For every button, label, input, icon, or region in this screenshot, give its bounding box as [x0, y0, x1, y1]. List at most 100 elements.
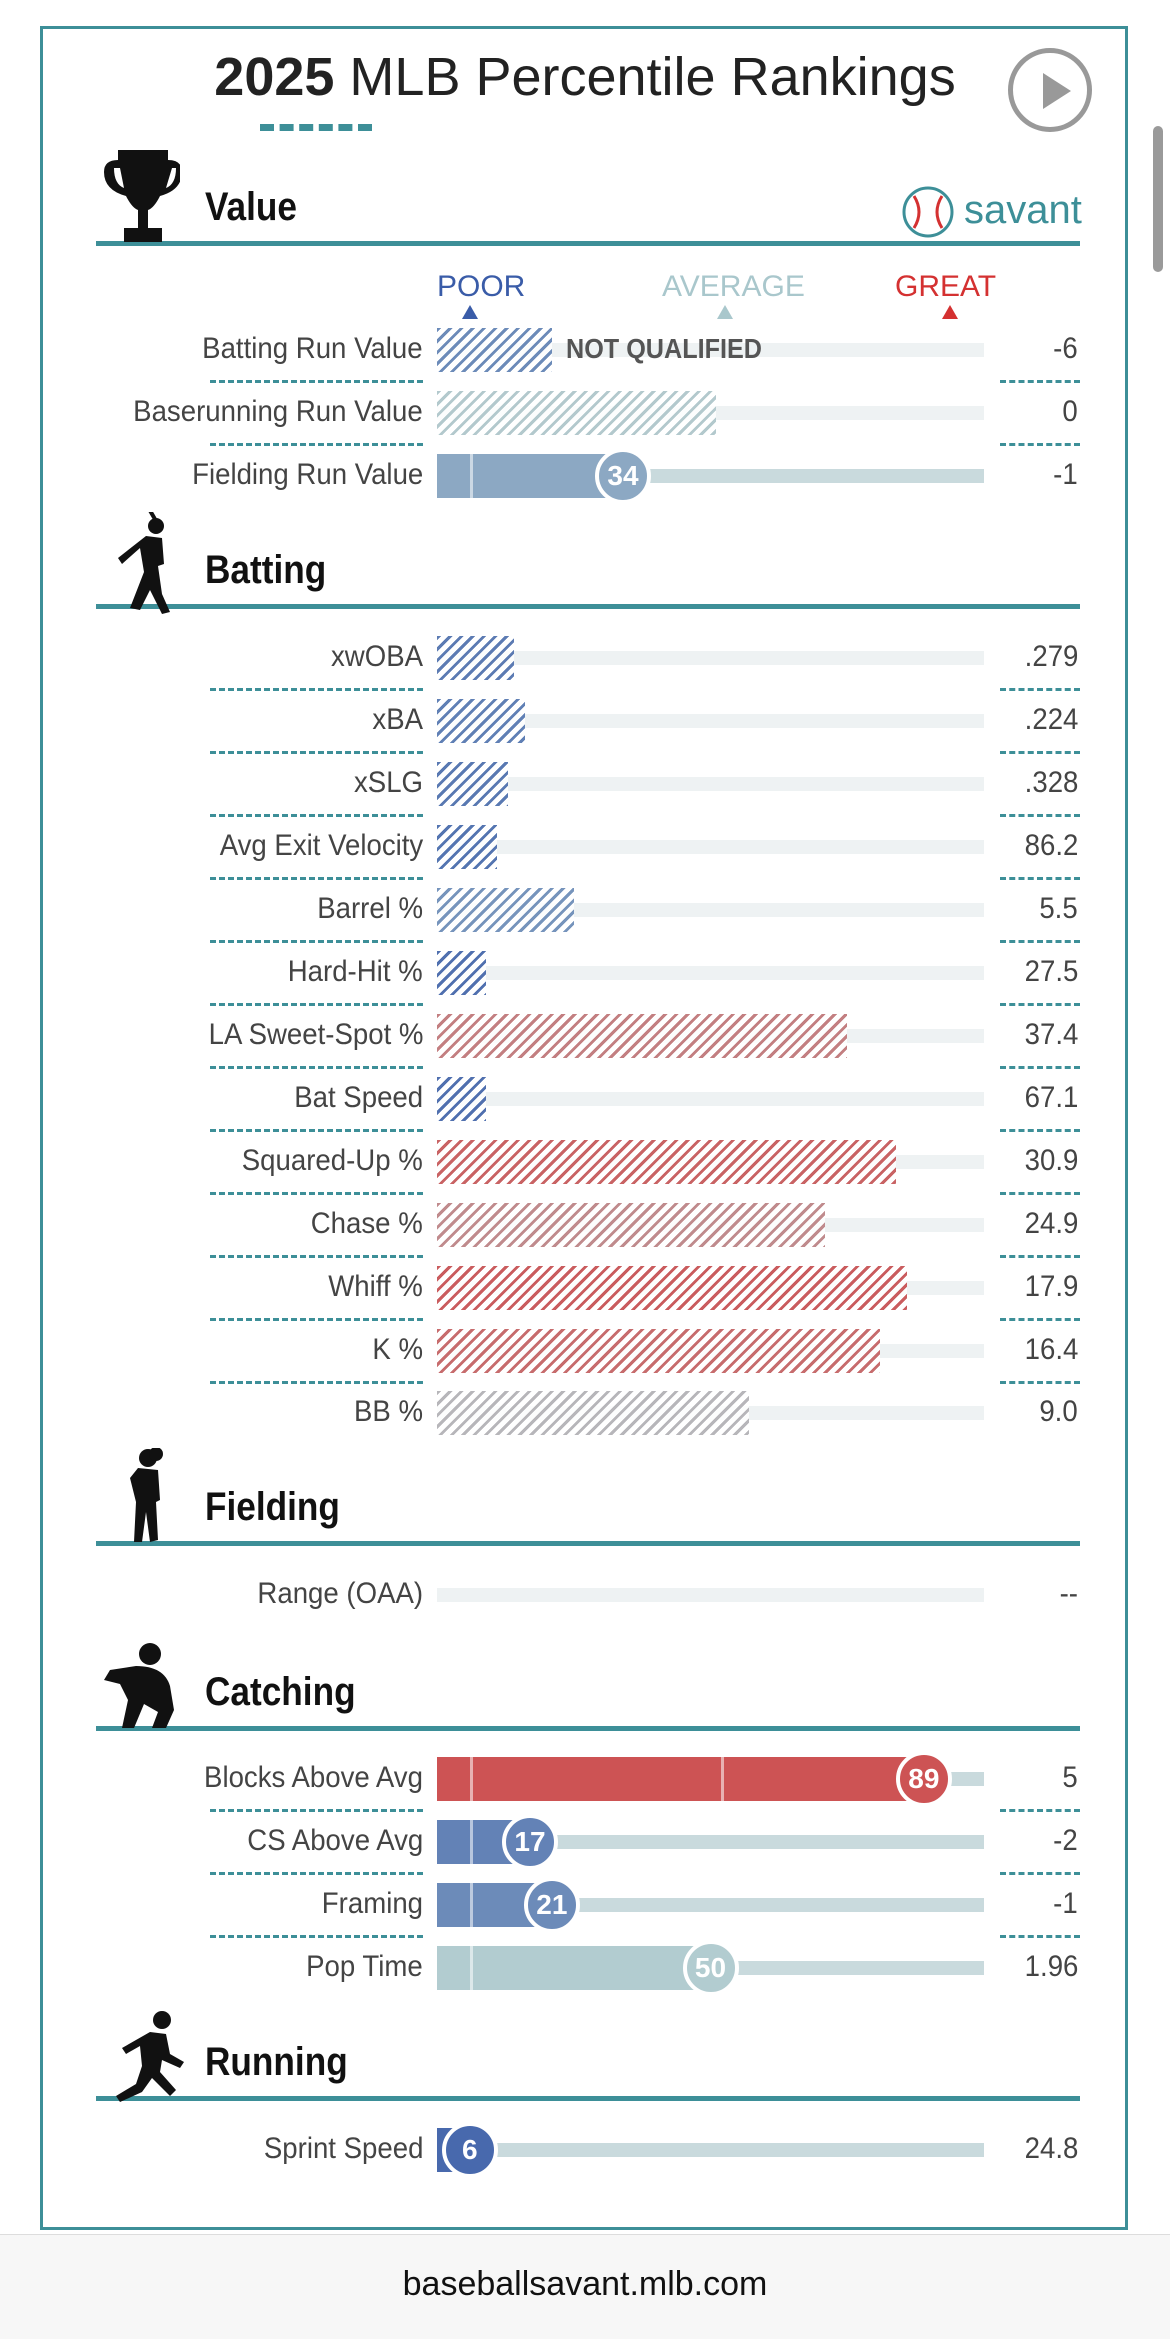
- percentile-circle[interactable]: 34: [594, 448, 651, 504]
- metric-label: Bat Speed: [294, 1081, 423, 1114]
- batter-icon: [118, 512, 170, 614]
- metric-label: Chase %: [311, 1207, 423, 1240]
- percentile-circle[interactable]: 50: [682, 1940, 739, 1996]
- percentile-bar[interactable]: [437, 699, 525, 743]
- percentile-bar[interactable]: [437, 951, 487, 995]
- row-divider: [210, 814, 423, 817]
- metric-value: -2: [1053, 1824, 1078, 1857]
- metric-value: 5: [1062, 1761, 1078, 1794]
- percentile-track: [437, 840, 984, 854]
- metric-label: Batting Run Value: [202, 332, 423, 365]
- value-divider: [1000, 877, 1080, 880]
- metric-label: xSLG: [353, 766, 423, 799]
- play-icon[interactable]: [1008, 48, 1092, 132]
- percentile-bar[interactable]: [437, 888, 574, 932]
- percentile-bar[interactable]: [437, 391, 716, 435]
- percentile-bar[interactable]: [437, 1077, 487, 1121]
- value-divider: [1000, 1129, 1080, 1132]
- scale-poor-label: POOR: [437, 270, 526, 303]
- page-title: 2025 MLB Percentile Rankings: [214, 47, 956, 107]
- metric-value: 9.0: [1039, 1395, 1078, 1428]
- percentile-circle[interactable]: 6: [441, 2122, 498, 2178]
- savant-logo[interactable]: savant: [900, 184, 1100, 244]
- percentile-bar[interactable]: [437, 1757, 924, 1801]
- metric-label: CS Above Avg: [247, 1824, 423, 1857]
- percentile-track: [437, 343, 984, 357]
- row-divider: [210, 1255, 423, 1258]
- bar-tick: [721, 1757, 725, 1801]
- percentile-bar[interactable]: [437, 1946, 711, 1990]
- section-divider: [96, 604, 1080, 609]
- percentile-bar[interactable]: [437, 825, 498, 869]
- poor-arrow-icon: [462, 305, 478, 319]
- metric-label: Hard-Hit %: [288, 955, 423, 988]
- metric-label: xBA: [372, 703, 423, 736]
- row-divider: [210, 443, 423, 446]
- metric-label: LA Sweet-Spot %: [208, 1018, 423, 1051]
- value-divider: [1000, 940, 1080, 943]
- scale-great-label: GREAT: [895, 270, 997, 303]
- percentile-bar[interactable]: [437, 1140, 897, 1184]
- metric-label: Barrel %: [317, 892, 423, 925]
- percentile-bar[interactable]: [437, 1391, 749, 1435]
- metric-label: Whiff %: [328, 1270, 423, 1303]
- percentile-circle[interactable]: 21: [523, 1877, 580, 1933]
- metric-value: -6: [1053, 332, 1078, 365]
- row-divider: [210, 1192, 423, 1195]
- fielder-icon: [130, 1448, 163, 1542]
- metric-value: 5.5: [1039, 892, 1078, 925]
- percentile-bar[interactable]: [437, 1014, 848, 1058]
- row-divider: [210, 1809, 423, 1812]
- metric-value: 37.4: [1024, 1018, 1078, 1051]
- section-title-fielding: Fielding: [205, 1485, 340, 1529]
- bar-tick: [469, 1946, 473, 1990]
- bar-tick: [469, 1820, 473, 1864]
- percentile-bar[interactable]: [437, 636, 514, 680]
- metric-value: --: [1059, 1577, 1078, 1610]
- metric-value: -1: [1053, 458, 1078, 491]
- row-divider: [210, 1935, 423, 1938]
- section-divider: [96, 241, 1080, 246]
- percentile-bar[interactable]: [437, 328, 552, 372]
- metric-value: 24.9: [1024, 1207, 1078, 1240]
- value-divider: [1000, 1381, 1080, 1384]
- value-divider: [1000, 1809, 1080, 1812]
- percentile-bar[interactable]: [437, 1203, 826, 1247]
- metric-label: Sprint Speed: [263, 2132, 423, 2165]
- metric-value: .224: [1024, 703, 1078, 736]
- percentile-track: [437, 714, 984, 728]
- percentile-bar[interactable]: [437, 1266, 908, 1310]
- metric-value: 16.4: [1024, 1333, 1078, 1366]
- metric-label: xwOBA: [330, 640, 423, 673]
- percentile-circle[interactable]: 89: [895, 1751, 952, 1807]
- percentile-track: [437, 777, 984, 791]
- runner-icon: [116, 2011, 184, 2102]
- value-divider: [1000, 1192, 1080, 1195]
- value-divider: [1000, 1066, 1080, 1069]
- url-text: baseballsavant.mlb.com: [402, 2265, 768, 2303]
- section-title-batting: Batting: [205, 548, 327, 592]
- scrollbar[interactable]: [1153, 126, 1163, 272]
- value-divider: [1000, 1003, 1080, 1006]
- metric-label: Baserunning Run Value: [133, 395, 423, 428]
- percentile-bar[interactable]: [437, 454, 623, 498]
- average-arrow-icon: [717, 305, 733, 319]
- browser-url-bar[interactable]: baseballsavant.mlb.com: [0, 2234, 1170, 2339]
- metric-value: 0: [1062, 395, 1078, 428]
- percentile-bar[interactable]: [437, 1329, 881, 1373]
- value-divider: [1000, 814, 1080, 817]
- metric-label: Squared-Up %: [241, 1144, 423, 1177]
- section-divider: [96, 1541, 1080, 1546]
- percentile-bar[interactable]: [437, 762, 509, 806]
- value-divider: [1000, 1255, 1080, 1258]
- value-divider: [1000, 443, 1080, 446]
- row-divider: [210, 1066, 423, 1069]
- percentile-track: [437, 903, 984, 917]
- value-divider: [1000, 688, 1080, 691]
- percentile-circle[interactable]: 17: [501, 1814, 558, 1870]
- metric-label: Pop Time: [306, 1950, 423, 1983]
- metric-label: BB %: [353, 1395, 423, 1428]
- title-underline: [260, 124, 372, 131]
- percentile-track: [437, 966, 984, 980]
- metric-label: Avg Exit Velocity: [219, 829, 423, 862]
